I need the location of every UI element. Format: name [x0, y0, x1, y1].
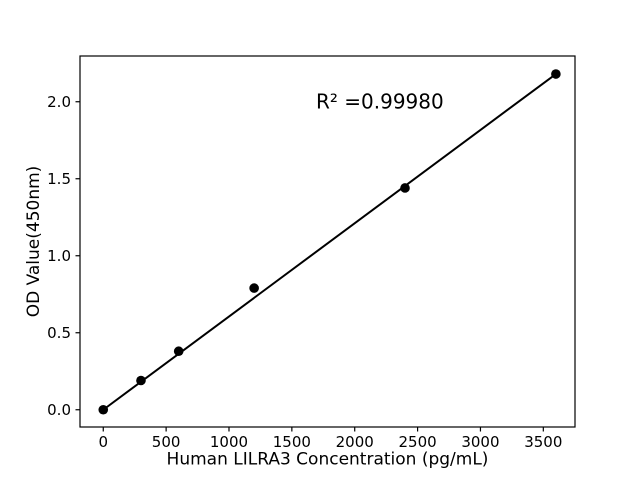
x-tick-label: 1500 — [273, 433, 311, 451]
y-tick-label: 0.5 — [47, 324, 71, 342]
fit-line — [102, 73, 557, 411]
data-point — [551, 69, 561, 79]
y-tick-label: 2.0 — [47, 93, 71, 111]
axes-frame — [79, 55, 576, 428]
y-tick-label: 0.0 — [47, 401, 71, 419]
data-point — [249, 283, 259, 293]
x-tick-label: 3500 — [524, 433, 562, 451]
y-tick-label: 1.0 — [47, 247, 71, 265]
data-point — [136, 375, 146, 386]
x-tick-label: 1000 — [210, 433, 248, 451]
x-tick-label: 2500 — [398, 433, 436, 451]
data-point — [98, 404, 109, 415]
data-point — [400, 183, 410, 193]
x-tick-label: 2000 — [336, 433, 374, 451]
y-tick-label: 1.5 — [47, 170, 71, 188]
y-axis-label: OD Value(450nm) — [24, 166, 44, 318]
x-tick-label: 500 — [152, 433, 181, 451]
x-axis-label: Human LILRA3 Concentration (pg/mL) — [167, 450, 489, 470]
x-tick-label: 3000 — [461, 433, 499, 451]
x-tick-label: 0 — [98, 433, 108, 451]
plot-layer: 0 500 1000 1500 2000 2500 3000 3500 0.0 0.5 1.0 1.5… — [47, 55, 576, 451]
data-point — [173, 346, 184, 357]
r-squared-annotation: R² =0.99980 — [316, 90, 444, 114]
